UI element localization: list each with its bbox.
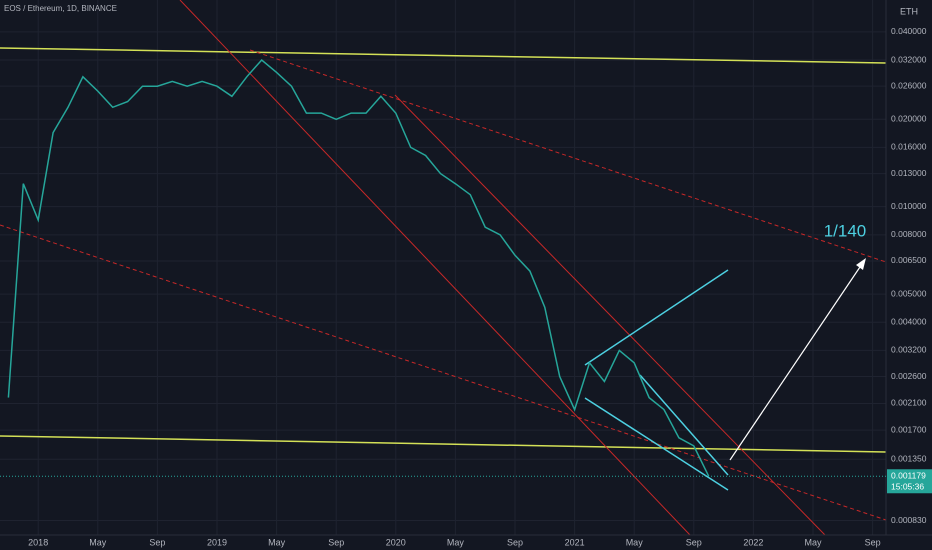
y-tick-label: 0.000830 bbox=[891, 515, 927, 525]
y-axis-label: ETH bbox=[900, 6, 918, 16]
y-tick-label: 0.003200 bbox=[891, 345, 927, 355]
y-tick-label: 0.001700 bbox=[891, 424, 927, 434]
chart-title: EOS / Ethereum, 1D, BINANCE bbox=[4, 4, 117, 13]
annotation: 1/140 bbox=[824, 221, 867, 240]
y-tick-label: 0.010000 bbox=[891, 201, 927, 211]
x-tick-label: May bbox=[89, 537, 107, 547]
x-tick-label: Sep bbox=[328, 537, 344, 547]
y-tick-label: 0.008000 bbox=[891, 229, 927, 239]
grid bbox=[0, 0, 886, 535]
dashed-line bbox=[0, 224, 887, 521]
y-tick-label: 0.005000 bbox=[891, 288, 927, 298]
x-tick-label: Sep bbox=[686, 537, 702, 547]
y-tick-label: 0.006500 bbox=[891, 255, 927, 265]
x-tick-label: May bbox=[804, 537, 822, 547]
price-line bbox=[7, 58, 710, 477]
channel-line bbox=[179, 0, 691, 536]
arrow-head bbox=[856, 258, 866, 270]
y-tick-label: 0.020000 bbox=[891, 114, 927, 124]
y-tick-label: 0.013000 bbox=[891, 168, 927, 178]
trendline bbox=[0, 47, 887, 64]
y-tick-label: 0.001350 bbox=[891, 453, 927, 463]
wedge-line bbox=[584, 397, 729, 491]
trendline bbox=[0, 435, 887, 453]
wedge-line bbox=[584, 269, 729, 366]
y-tick-label: 0.026000 bbox=[891, 80, 927, 90]
x-tick-label: May bbox=[268, 537, 286, 547]
x-tick-label: 2019 bbox=[207, 537, 227, 547]
y-tick-label: 0.002600 bbox=[891, 371, 927, 381]
countdown: 15:05:36 bbox=[891, 482, 924, 492]
y-tick-label: 0.040000 bbox=[891, 26, 927, 36]
x-tick-label: May bbox=[447, 537, 465, 547]
x-tick-label: 2021 bbox=[565, 537, 585, 547]
last-price-box bbox=[887, 469, 932, 494]
arrow bbox=[729, 263, 863, 461]
x-tick-label: 2020 bbox=[386, 537, 406, 547]
price-axis bbox=[886, 0, 932, 550]
y-tick-label: 0.032000 bbox=[891, 54, 927, 64]
channel-line bbox=[394, 94, 826, 536]
y-tick-label: 0.002100 bbox=[891, 398, 927, 408]
wedge-line bbox=[639, 374, 729, 476]
x-tick-label: Sep bbox=[507, 537, 523, 547]
x-tick-label: Sep bbox=[865, 537, 881, 547]
x-tick-label: May bbox=[626, 537, 644, 547]
last-price-label: 0.001179 bbox=[891, 471, 926, 481]
drawings bbox=[0, 0, 887, 536]
y-tick-label: 0.016000 bbox=[891, 142, 927, 152]
x-tick-label: 2018 bbox=[28, 537, 48, 547]
y-tick-label: 0.004000 bbox=[891, 316, 927, 326]
x-tick-label: 2022 bbox=[743, 537, 763, 547]
x-tick-label: Sep bbox=[149, 537, 165, 547]
